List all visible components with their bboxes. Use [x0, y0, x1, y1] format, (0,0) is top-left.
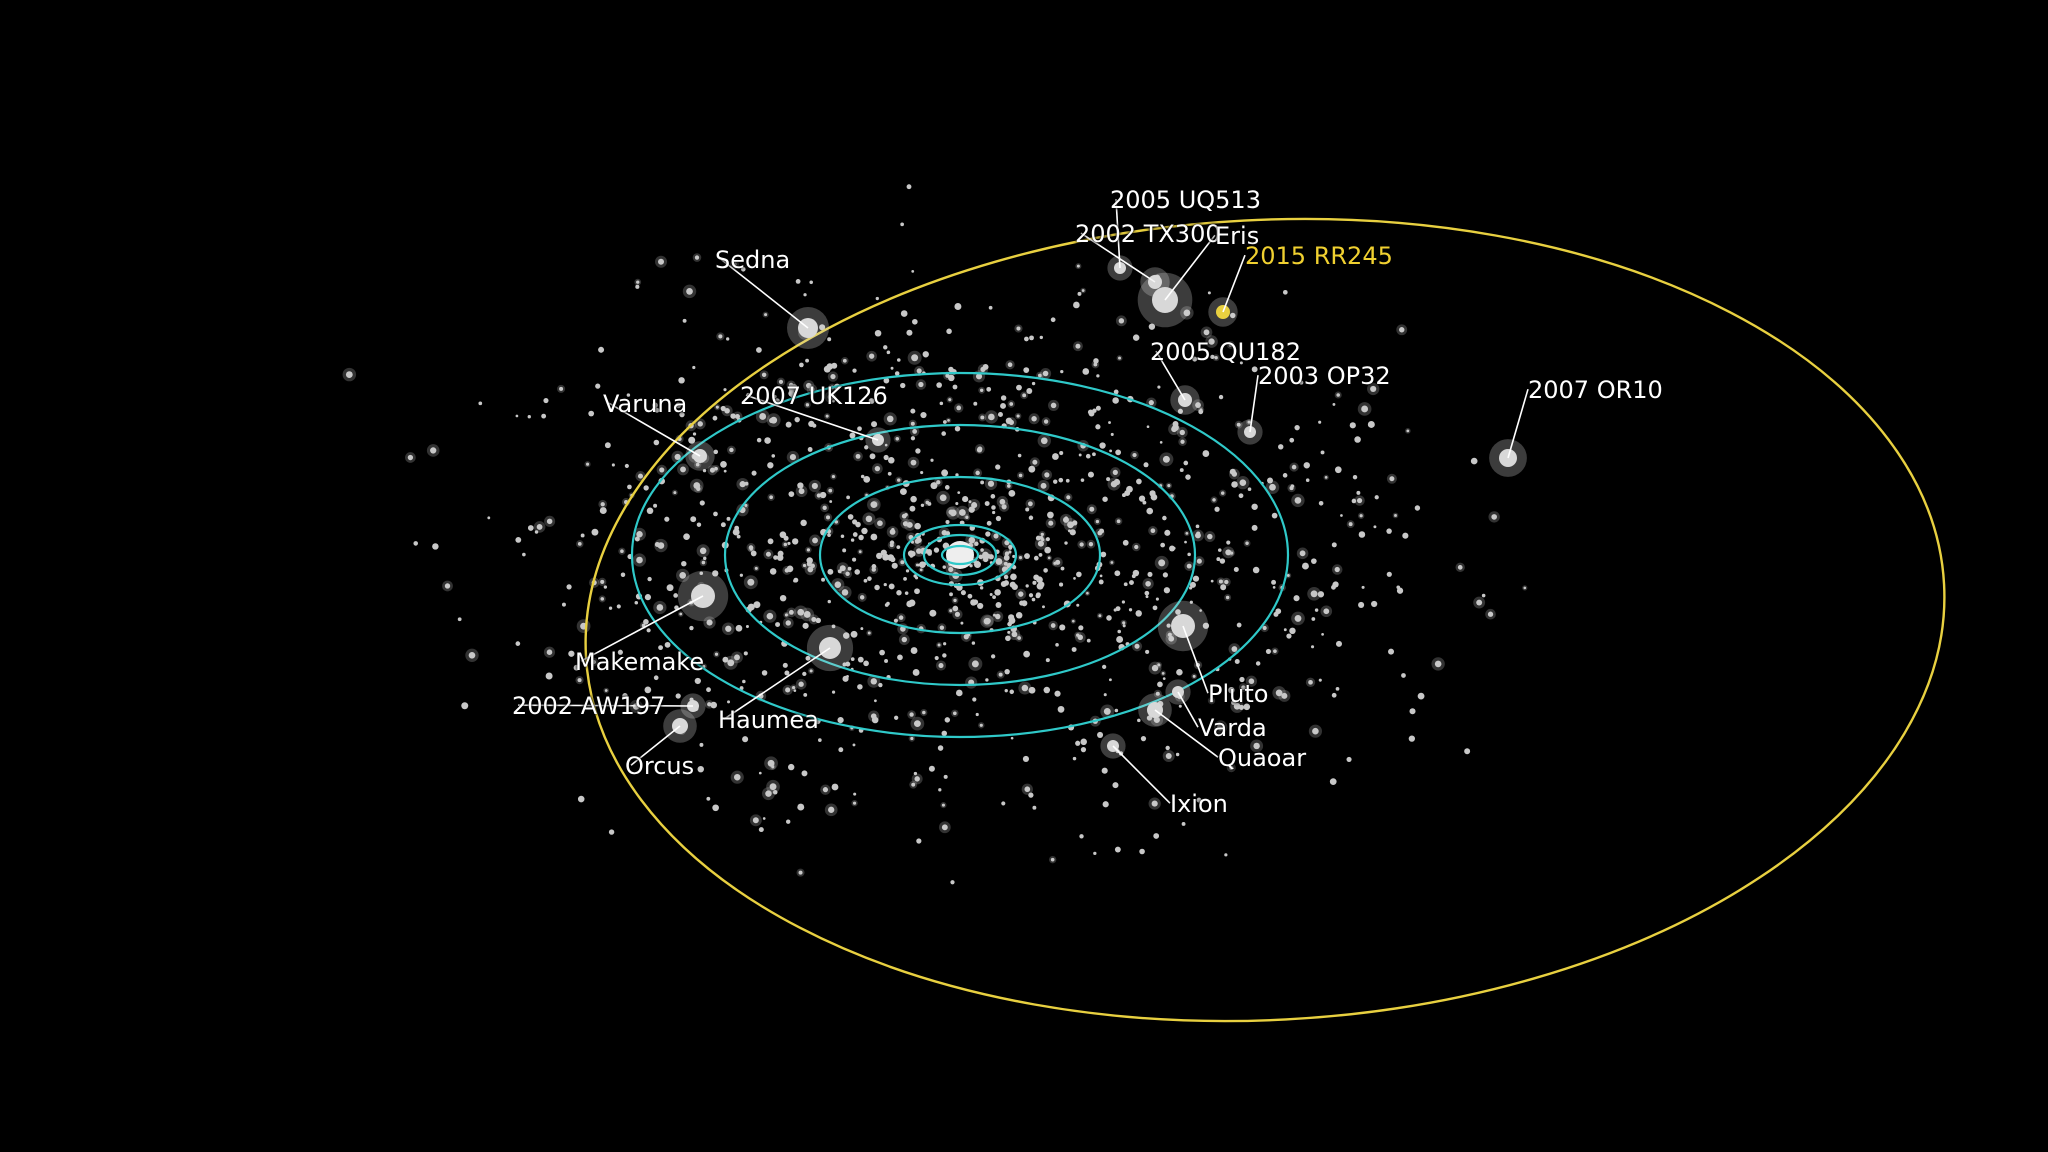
markers-layer: [0, 0, 2048, 1152]
kuiper-belt-diagram: Sedna2005 UQ5132002 TX300Eris2015 RR2452…: [0, 0, 2048, 1152]
